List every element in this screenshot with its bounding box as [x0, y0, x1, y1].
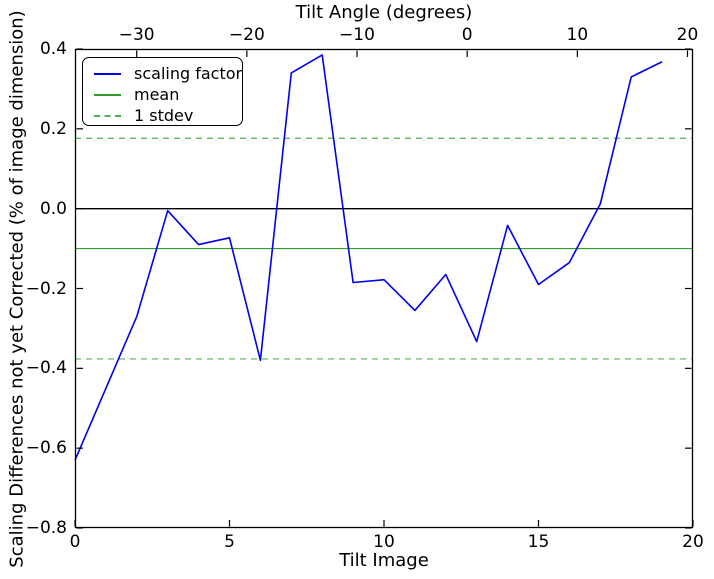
legend-label: mean: [134, 85, 180, 104]
y-tick-label: −0.8: [25, 518, 67, 538]
x-tick-label: 15: [527, 532, 550, 552]
y-tick-label: 0.0: [39, 198, 67, 219]
top-tick-label: −10: [339, 25, 375, 45]
legend-sample-scaling-factor: [94, 72, 121, 75]
x-tick-label: 10: [373, 532, 395, 552]
y-tick-label: −0.2: [25, 278, 67, 299]
y-tick-label: −0.6: [25, 438, 67, 459]
legend-sample-stdev: [94, 114, 121, 117]
top-tick-label: 20: [676, 25, 699, 45]
legend-sample-mean: [94, 93, 121, 96]
legend-item-stdev: 1 stdev: [94, 106, 242, 125]
scaling-factor-line: [74, 54, 663, 461]
top-axis-label: Tilt Angle (degrees): [295, 2, 473, 23]
plot-frame: [74, 48, 694, 529]
x-axis-label: Tilt Image: [339, 550, 429, 571]
x-tick-label: 5: [224, 532, 235, 552]
legend-label: 1 stdev: [134, 106, 194, 125]
top-tick-label: 10: [566, 25, 589, 45]
y-tick-label: 0.4: [39, 39, 67, 59]
x-tick-label: 20: [682, 532, 704, 552]
x-tick-label: 0: [69, 532, 81, 552]
top-tick-label: −20: [228, 25, 265, 45]
y-tick-label: −0.4: [25, 358, 67, 379]
legend-item-scaling-factor: scaling factor: [94, 64, 242, 83]
legend: scaling factor mean 1 stdev: [82, 57, 243, 126]
top-tick-label: 0: [461, 25, 473, 45]
top-tick-label: −30: [118, 25, 155, 45]
legend-item-mean: mean: [94, 85, 242, 104]
legend-label: scaling factor: [134, 64, 243, 83]
y-tick-label: 0.2: [39, 118, 67, 139]
